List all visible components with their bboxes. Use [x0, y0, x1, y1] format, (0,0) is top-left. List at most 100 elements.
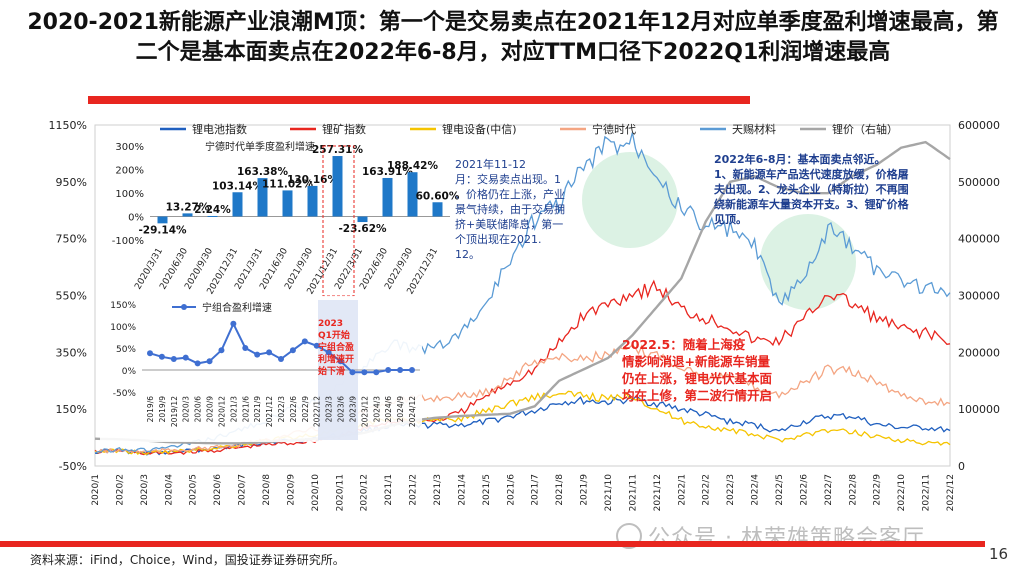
line-inset-x-label: 2019/12 [170, 396, 179, 427]
bar [207, 215, 218, 217]
bar-data-label: 2.24% [194, 204, 231, 216]
wechat-icon [616, 523, 642, 549]
bar-y-tick: 300% [115, 142, 144, 153]
bar-data-label: 60.60% [416, 190, 460, 202]
right-tick-label: 600000 [958, 119, 1000, 132]
series-line-1 [94, 279, 951, 456]
left-axis-ticks: -50% 150% 350% 550% 750% 950% 1150% [49, 119, 87, 473]
line-inset-y-tick: 100% [110, 323, 136, 333]
line-inset-point [361, 369, 368, 376]
x-axis-ticks: 2020/1 2020/2 2020/3 2020/4 2020/5 2020/6 2020… [91, 474, 956, 512]
main-series-lines [94, 132, 951, 456]
line-inset-point [230, 320, 237, 327]
bar-data-label: 103.14% [212, 180, 264, 192]
x-tick-label: 2020/12 [360, 474, 370, 511]
line-inset-point [218, 347, 225, 354]
line-inset-x-label: 2021/9 [253, 396, 262, 423]
x-tick-label: 2021/5 [482, 474, 492, 506]
legend-label: 锂矿指数 [322, 122, 366, 136]
line-inset-point [289, 347, 296, 354]
line-inset-x-label: 2023/12 [360, 396, 369, 427]
x-tick-label: 2020/3 [140, 474, 150, 506]
line-inset-x-label: 2023/6 [337, 396, 346, 423]
x-tick-label: 2022/6 [799, 474, 809, 506]
line-inset-x-label: 2022/12 [313, 396, 322, 427]
line-inset-x-label: 2022/6 [289, 396, 298, 423]
right-tick-label: 500000 [958, 176, 1000, 189]
bar [332, 156, 343, 217]
bar-data-label: 257.31% [312, 144, 364, 156]
bar [257, 178, 268, 217]
x-tick-label: 2020/11 [335, 474, 345, 511]
bar-data-label: 163.38% [237, 166, 289, 178]
x-tick-label: 2020/1 [91, 474, 101, 506]
line-inset-x-label: 2022/3 [277, 396, 286, 423]
x-tick-label: 2021/9 [580, 474, 590, 506]
x-tick-label: 2022/4 [751, 474, 761, 506]
legend-label: 锂电设备(中信) [442, 122, 517, 136]
bar [307, 185, 318, 217]
right-tick-label: 400000 [958, 233, 1000, 246]
line-inset-title: 宁组合盈利增速 [202, 301, 272, 314]
line-inset-point [170, 356, 177, 362]
line-inset-point [278, 356, 284, 362]
right-tick-label: 300000 [958, 290, 1000, 303]
line-inset-x-label: 2024/6 [384, 396, 393, 423]
line-inset-point [206, 358, 213, 365]
line-inset-point [337, 358, 344, 365]
bar [282, 190, 293, 217]
x-tick-label: 2022/10 [897, 474, 907, 512]
bar-data-label: -29.14% [138, 224, 187, 236]
left-tick-label: 1150% [49, 119, 87, 132]
x-tick-label: 2021/8 [555, 474, 565, 506]
plot-border [94, 124, 951, 467]
left-tick-label: -50% [59, 460, 87, 473]
x-tick-label: 2022/11 [922, 474, 932, 511]
line-inset-point [254, 351, 261, 358]
line-inset-x-label: 2024/9 [396, 396, 405, 423]
highlight-circle-2021 [582, 152, 678, 248]
line-inset-x-label: 2022/9 [301, 396, 310, 423]
line-inset-x-label: 2023/9 [348, 396, 357, 423]
bar-data-label: 163.91% [362, 166, 414, 178]
title-underline [88, 96, 750, 104]
x-tick-label: 2020/7 [238, 474, 248, 506]
bar-data-label: 111.02% [262, 178, 314, 190]
line-inset-x-label: 2021/6 [241, 396, 250, 423]
line-inset-point [349, 369, 356, 376]
line-inset-x-label: 2021/3 [229, 396, 238, 423]
left-tick-label: 950% [56, 176, 87, 189]
x-tick-label: 2022/8 [848, 474, 858, 506]
line-inset-chart: -50% 0% 50% 100% 150% 宁组合盈利增速 2019/6 2019/9 2019… [100, 296, 422, 442]
line-inset-y-tick: -50% [113, 389, 137, 399]
line-inset-point [301, 338, 308, 345]
line-inset-point [158, 353, 165, 360]
main-chart-frame [94, 124, 951, 467]
x-tick-label: 2020/5 [189, 474, 199, 506]
left-tick-label: 350% [56, 346, 87, 359]
line-inset-point [373, 369, 380, 376]
x-tick-label: 2021/3 [433, 474, 443, 506]
x-tick-label: 2021/4 [457, 474, 467, 506]
x-tick-label: 2022/9 [873, 474, 883, 506]
x-tick-label: 2020/4 [164, 474, 174, 506]
line-inset-x-label: 2023/3 [325, 396, 334, 423]
line-inset-point [397, 367, 404, 373]
line-inset-point [182, 354, 189, 361]
series-line-5 [94, 140, 951, 445]
left-tick-label: 550% [56, 290, 87, 303]
bar-y-tick: -100% [112, 236, 144, 247]
bar [232, 192, 243, 217]
source-note: 资料来源：iFind，Choice，Wind，国投证券证券研究所。 [30, 553, 345, 567]
bar [357, 216, 368, 223]
bar-data-label: 130.16% [287, 174, 339, 186]
left-tick-label: 150% [56, 403, 87, 416]
x-tick-label: 2020/10 [311, 474, 321, 512]
x-tick-label: 2022/5 [775, 474, 785, 506]
left-tick-label: 750% [56, 233, 87, 246]
annotation-text: 2023 Q1开始宁组合盈利增速开始下滑 [317, 319, 354, 377]
x-tick-label: 2022/7 [824, 474, 834, 506]
watermark: 公众号 · 林荣雄策略会客厅 [616, 520, 925, 552]
line-inset-x-label: 2019/9 [158, 396, 167, 423]
